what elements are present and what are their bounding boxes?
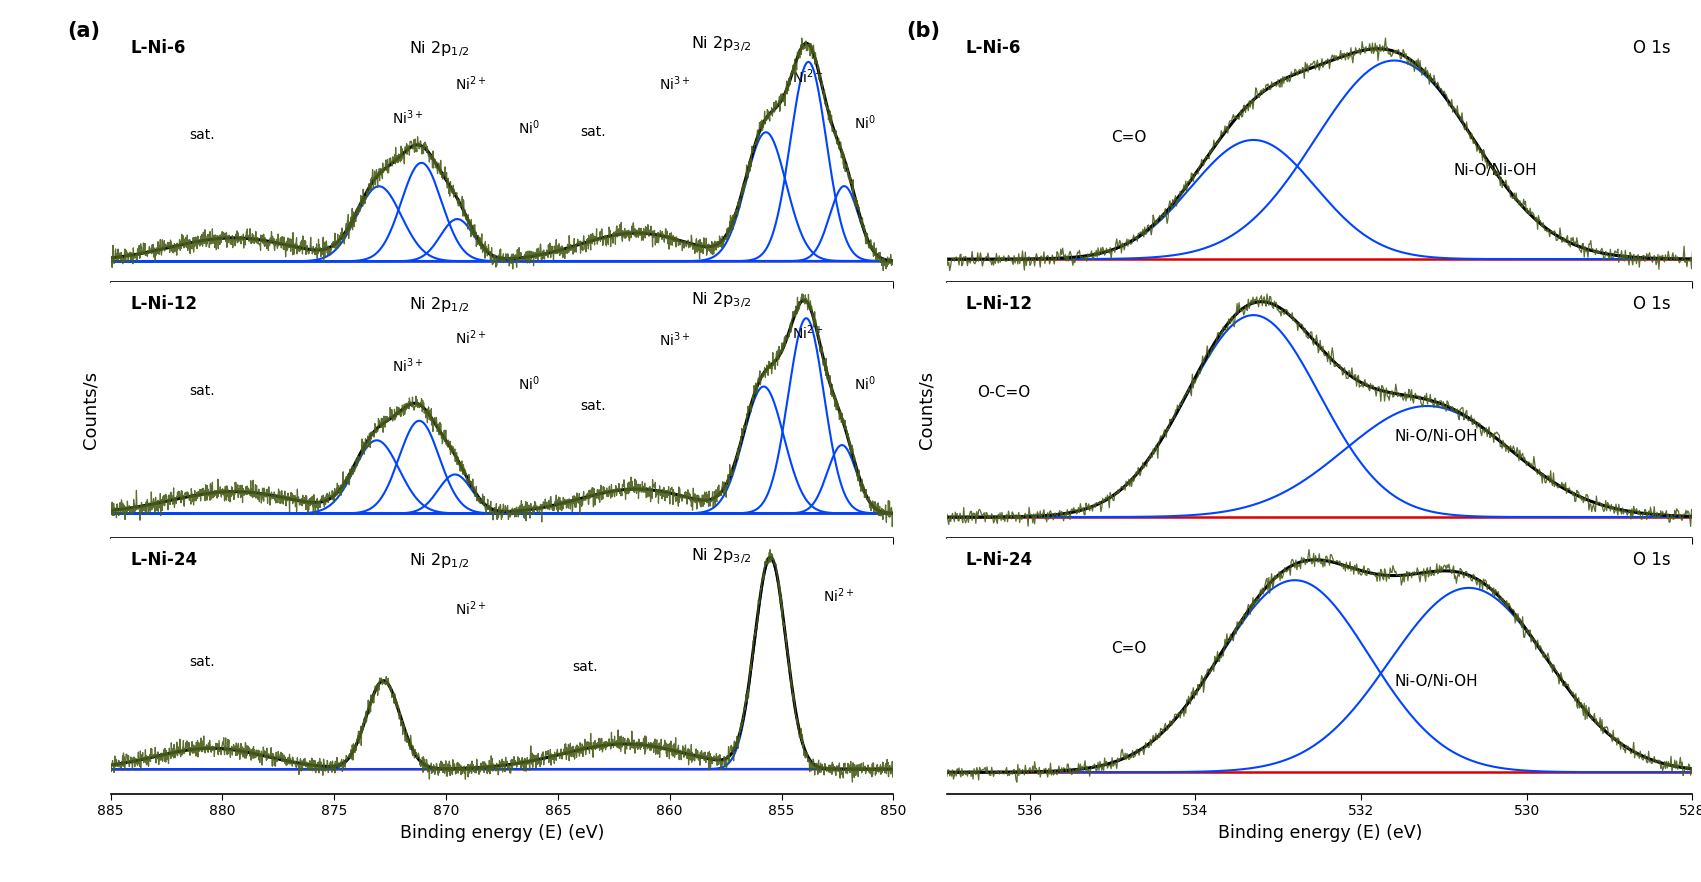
Text: Ni$^{3+}$: Ni$^{3+}$: [393, 356, 424, 375]
Text: L-Ni-6: L-Ni-6: [966, 39, 1021, 57]
Text: sat.: sat.: [573, 660, 599, 674]
Text: Ni 2p$_{3/2}$: Ni 2p$_{3/2}$: [691, 546, 752, 565]
X-axis label: Binding energy (E) (eV): Binding energy (E) (eV): [400, 824, 604, 841]
Text: Ni$^{0}$: Ni$^{0}$: [517, 374, 539, 392]
Text: sat.: sat.: [189, 655, 214, 669]
Text: Ni-O/Ni-OH: Ni-O/Ni-OH: [1454, 163, 1538, 178]
Text: Ni$^{0}$: Ni$^{0}$: [854, 374, 876, 392]
Text: Ni 2p$_{1/2}$: Ni 2p$_{1/2}$: [410, 39, 469, 59]
Text: Ni 2p$_{1/2}$: Ni 2p$_{1/2}$: [410, 550, 469, 571]
Text: O 1s: O 1s: [1633, 550, 1670, 569]
Text: (a): (a): [68, 21, 100, 41]
X-axis label: Binding energy (E) (eV): Binding energy (E) (eV): [1218, 824, 1422, 841]
Text: L-Ni-6: L-Ni-6: [131, 39, 185, 57]
Text: C=O: C=O: [1111, 641, 1146, 656]
Text: Ni 2p$_{1/2}$: Ni 2p$_{1/2}$: [410, 295, 469, 315]
Text: L-Ni-24: L-Ni-24: [966, 550, 1033, 569]
Text: Ni$^{0}$: Ni$^{0}$: [517, 118, 539, 137]
Text: O 1s: O 1s: [1633, 295, 1670, 313]
Text: Ni$^{2+}$: Ni$^{2+}$: [456, 599, 486, 617]
Y-axis label: Counts/s: Counts/s: [919, 371, 936, 449]
Text: sat.: sat.: [189, 384, 214, 398]
Text: Ni$^{3+}$: Ni$^{3+}$: [658, 75, 691, 93]
Text: L-Ni-12: L-Ni-12: [966, 295, 1033, 313]
Text: L-Ni-12: L-Ni-12: [131, 295, 197, 313]
Text: L-Ni-24: L-Ni-24: [131, 550, 197, 569]
Text: sat.: sat.: [580, 400, 606, 413]
Text: Ni$^{2+}$: Ni$^{2+}$: [791, 323, 823, 341]
Text: (b): (b): [907, 21, 941, 41]
Text: O-C=O: O-C=O: [976, 385, 1031, 400]
Text: Ni-O/Ni-OH: Ni-O/Ni-OH: [1395, 429, 1478, 444]
Text: Ni-O/Ni-OH: Ni-O/Ni-OH: [1395, 675, 1478, 690]
Text: O 1s: O 1s: [1633, 39, 1670, 57]
Text: Ni$^{2+}$: Ni$^{2+}$: [456, 75, 486, 93]
Text: Ni$^{2+}$: Ni$^{2+}$: [456, 328, 486, 347]
Text: Ni$^{2+}$: Ni$^{2+}$: [791, 67, 823, 86]
Text: C=O: C=O: [1111, 130, 1146, 145]
Text: Ni$^{3+}$: Ni$^{3+}$: [658, 331, 691, 349]
Text: sat.: sat.: [580, 125, 606, 139]
Y-axis label: Counts/s: Counts/s: [82, 371, 99, 449]
Text: Ni 2p$_{3/2}$: Ni 2p$_{3/2}$: [691, 290, 752, 310]
Text: Ni$^{0}$: Ni$^{0}$: [854, 113, 876, 131]
Text: Ni$^{3+}$: Ni$^{3+}$: [393, 108, 424, 127]
Text: Ni 2p$_{3/2}$: Ni 2p$_{3/2}$: [691, 34, 752, 54]
Text: sat.: sat.: [189, 128, 214, 142]
Text: Ni$^{2+}$: Ni$^{2+}$: [823, 587, 854, 605]
